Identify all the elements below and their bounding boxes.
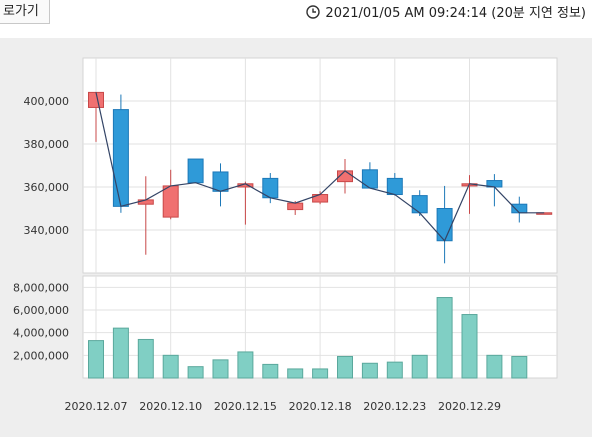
candle-body	[436, 208, 453, 242]
candle-body	[137, 199, 154, 205]
price-tick-label: 400,000	[24, 95, 70, 108]
clock-icon	[306, 4, 321, 19]
volume-bar	[312, 368, 329, 379]
volume-bar	[461, 314, 478, 379]
chart-panel: 340,000 360,000 380,000 400,000 2,000,000 4,…	[0, 38, 592, 437]
volume-tick-label: 2,000,000	[13, 349, 69, 362]
price-tick-label: 380,000	[24, 138, 70, 151]
volume-bar	[287, 368, 304, 379]
volume-tick-label: 8,000,000	[13, 281, 69, 294]
volume-bar	[436, 297, 453, 379]
candle-body	[511, 203, 528, 214]
candle-body	[312, 194, 329, 203]
candle	[262, 173, 279, 204]
candle-body	[361, 169, 378, 189]
volume-bar	[262, 363, 279, 379]
date-tick-label: 2020.12.10	[139, 400, 202, 413]
volume-bar	[361, 362, 378, 379]
candle-body	[386, 177, 403, 196]
stock-chart: 340,000 360,000 380,000 400,000 2,000,000 4,…	[13, 57, 558, 413]
volume-bar	[187, 366, 204, 379]
volume-bar	[337, 355, 353, 379]
price-tick-label: 360,000	[24, 181, 70, 194]
volume-bar	[212, 359, 229, 379]
volume-bar	[386, 361, 403, 379]
candle	[187, 158, 204, 184]
price-tick-label: 340,000	[24, 224, 70, 237]
volume-bar	[162, 354, 179, 379]
timestamp: 2021/01/05 AM 09:24:14 (20분 지연 정보)	[306, 2, 586, 21]
volume-bar	[112, 327, 129, 379]
volume-tick-label: 6,000,000	[13, 304, 69, 317]
volume-bar	[137, 338, 154, 379]
date-tick-label: 2020.12.15	[214, 400, 277, 413]
date-tick-label: 2020.12.18	[289, 400, 352, 413]
candle-body	[162, 185, 179, 218]
candle-body	[287, 202, 304, 211]
candle-body	[212, 171, 229, 192]
candle	[112, 94, 129, 213]
date-tick-label: 2020.12.07	[65, 400, 128, 413]
top-bar: 로가기 2021/01/05 AM 09:24:14 (20분 지연 정보)	[0, 0, 600, 28]
volume-bar	[486, 354, 503, 379]
candle	[361, 162, 378, 189]
volume-bar	[88, 340, 104, 379]
candle-body	[411, 195, 428, 214]
back-button[interactable]: 로가기	[0, 0, 50, 24]
volume-bar	[237, 351, 254, 379]
timestamp-text: 2021/01/05 AM 09:24:14 (20분 지연 정보)	[325, 6, 586, 21]
volume-bar	[411, 354, 428, 379]
volume-bar	[511, 355, 528, 379]
candle-body	[187, 158, 204, 184]
candle-body	[112, 109, 129, 207]
close-price-line	[95, 92, 545, 242]
volume-tick-label: 4,000,000	[13, 327, 69, 340]
date-tick-label: 2020.12.29	[438, 400, 501, 413]
date-tick-label: 2020.12.23	[363, 400, 426, 413]
